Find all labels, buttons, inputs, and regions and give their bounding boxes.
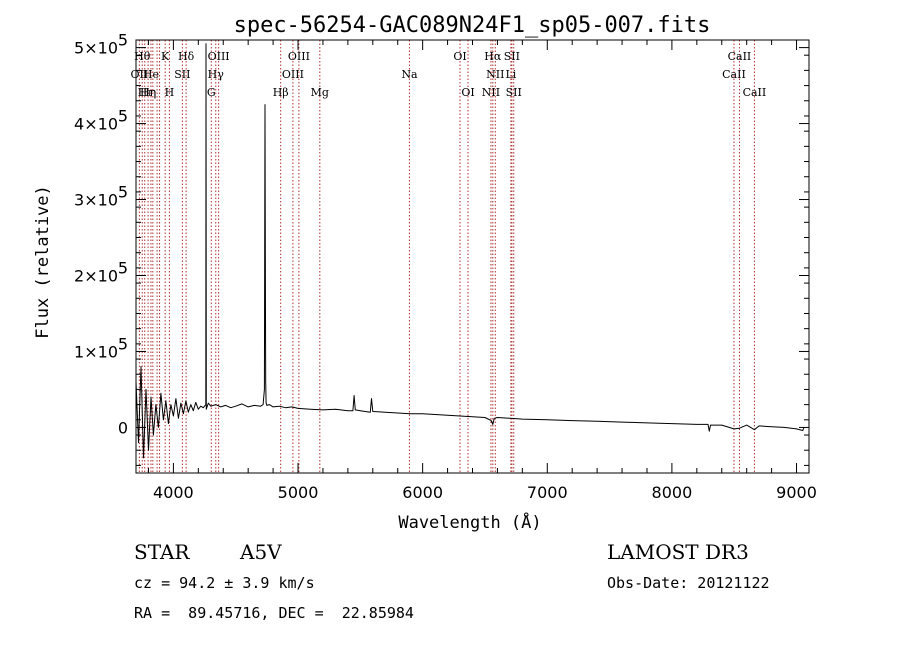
line-label-6716: SII (504, 50, 520, 63)
y-tick-label: 2×10 (74, 266, 118, 285)
y-tick-label: 4×10 (74, 115, 118, 134)
redshift-velocity: cz = 94.2 ± 3.9 km/s (134, 574, 315, 592)
line-label-8662: CaII (743, 86, 767, 99)
line-label-4959: OIII (282, 68, 304, 81)
line-label-6583: NII (486, 68, 504, 81)
x-axis-label: Wavelength (Å) (398, 511, 541, 533)
emission-line-markers (138, 40, 755, 473)
line-label-6548: NII (482, 86, 500, 99)
chart-title: spec-56254-GAC089N24F1_sp05-007.fits (234, 13, 711, 38)
x-tick-label: 7000 (527, 483, 568, 502)
x-tick-label: 4000 (153, 483, 194, 502)
y-tick-exponent: 5 (118, 258, 128, 277)
line-label-4304: G (207, 86, 216, 99)
line-label-6708: Li (505, 68, 516, 81)
plot-axes (135, 39, 810, 474)
y-tick-exponent: 5 (118, 31, 128, 50)
line-label-5007: OIII (288, 50, 310, 63)
x-axis-ticks: 4000 5000 6000 7000 8000 9000 (147, 40, 817, 502)
plot-frame (135, 39, 810, 474)
x-tick-label: 9000 (776, 483, 817, 502)
y-axis-label: Flux (relative) (33, 185, 53, 339)
y-tick-label: 3×10 (74, 191, 118, 210)
sky-coordinates: RA = 89.45716, DEC = 22.85984 (134, 604, 414, 622)
line-label-3968: H (165, 86, 175, 99)
line-label-3727: OII (131, 68, 149, 81)
line-label-3797: Hη (140, 86, 156, 99)
line-label-4861: Hβ (273, 86, 289, 99)
x-tick-label: 5000 (278, 483, 319, 502)
line-label-3934: K (161, 50, 170, 63)
line-label-4363: OIII (208, 50, 230, 63)
line-label-6300: OI (453, 50, 466, 63)
spectrum-trace (135, 43, 805, 459)
line-label-3835: η (150, 86, 157, 99)
y-tick-exponent: 5 (118, 107, 128, 126)
line-label-8542: CaII (728, 50, 752, 63)
x-tick-label: 8000 (652, 483, 693, 502)
y-tick-exponent: 5 (118, 334, 128, 353)
object-class: STAR (134, 540, 190, 564)
line-label-6364: OI (461, 86, 474, 99)
line-label-3750: Hθ (134, 50, 151, 63)
object-subclass: A5V (240, 540, 282, 564)
y-tick-label: 0 (118, 418, 128, 437)
survey-name: LAMOST DR3 (607, 540, 749, 564)
spectrum-series-line (135, 43, 805, 459)
line-label-3770: Hι (138, 86, 152, 99)
y-tick-exponent: 5 (118, 183, 128, 202)
line-label-4340: Hγ (208, 68, 225, 81)
line-label-6731: SII (506, 86, 522, 99)
x-tick-label: 6000 (402, 483, 443, 502)
line-label-5175: Mg (311, 86, 329, 99)
line-label-5894: Na (401, 68, 418, 81)
line-label-3820: He (143, 68, 159, 81)
line-label-8498: CaII (722, 68, 746, 81)
y-tick-label: 5×10 (74, 39, 118, 58)
line-label-4102: Hδ (178, 50, 195, 63)
observation-date: Obs-Date: 20121122 (607, 574, 770, 592)
y-axis-ticks: 01×10 52×10 53×10 54×10 55×10 5 (74, 31, 809, 466)
y-tick-label: 1×10 (74, 342, 118, 361)
line-label-4072: SII (174, 68, 190, 81)
line-label-6563: Hα (484, 50, 502, 63)
